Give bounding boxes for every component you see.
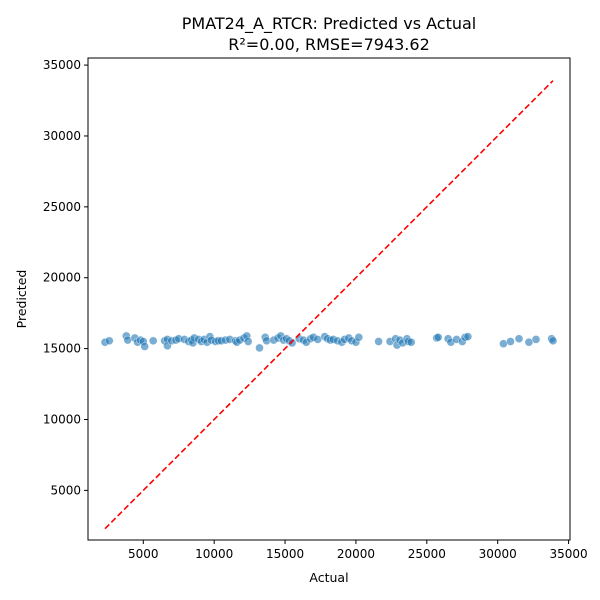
data-point-38 [255,343,264,353]
data-point-75 [433,332,443,342]
x-tick-label-35000: 35000 [549,547,587,561]
x-tick-label-15000: 15000 [266,547,304,561]
points-layer [100,331,558,353]
y-tick-label-25000: 25000 [43,200,81,214]
data-point-83 [506,337,515,346]
y-tick-label-15000: 15000 [43,342,81,356]
data-point-81 [463,332,473,341]
y-tick-label-20000: 20000 [43,271,81,285]
data-point-3 [123,335,132,345]
reference-line [104,80,554,530]
x-tick-label-30000: 30000 [479,547,517,561]
y-tick-label-10000: 10000 [43,413,81,427]
x-tick-label-5000: 5000 [128,547,159,561]
data-point-88 [548,336,558,346]
chart-subtitle: R²=0.00, RMSE=7943.62 [228,35,430,54]
y-axis-label: Predicted [14,270,29,329]
data-point-86 [531,335,541,344]
x-axis: 5000 10000 15000 20000 25000 30000 35000 [128,540,588,561]
x-tick-label-10000: 10000 [195,547,233,561]
y-tick-label-35000: 35000 [43,58,81,72]
data-point-37 [243,337,253,346]
data-point-1 [105,336,114,346]
data-point-47 [287,338,297,348]
x-axis-label: Actual [309,570,348,585]
data-point-8 [140,342,149,351]
data-point-40 [262,336,271,346]
data-point-65 [374,337,383,346]
y-tick-label-5000: 5000 [50,483,81,497]
plot-frame [87,57,571,541]
y-tick-label-30000: 30000 [43,129,81,143]
data-point-64 [354,332,364,342]
data-point-84 [514,334,524,344]
y-axis: 5000 10000 15000 20000 25000 30000 35000 [43,58,88,497]
data-point-9 [148,336,158,346]
data-point-82 [499,339,508,349]
chart-title: PMAT24_A_RTCR: Predicted vs Actual [182,14,477,34]
x-tick-label-20000: 20000 [337,547,375,561]
data-point-73 [406,337,416,347]
x-tick-label-25000: 25000 [408,547,446,561]
